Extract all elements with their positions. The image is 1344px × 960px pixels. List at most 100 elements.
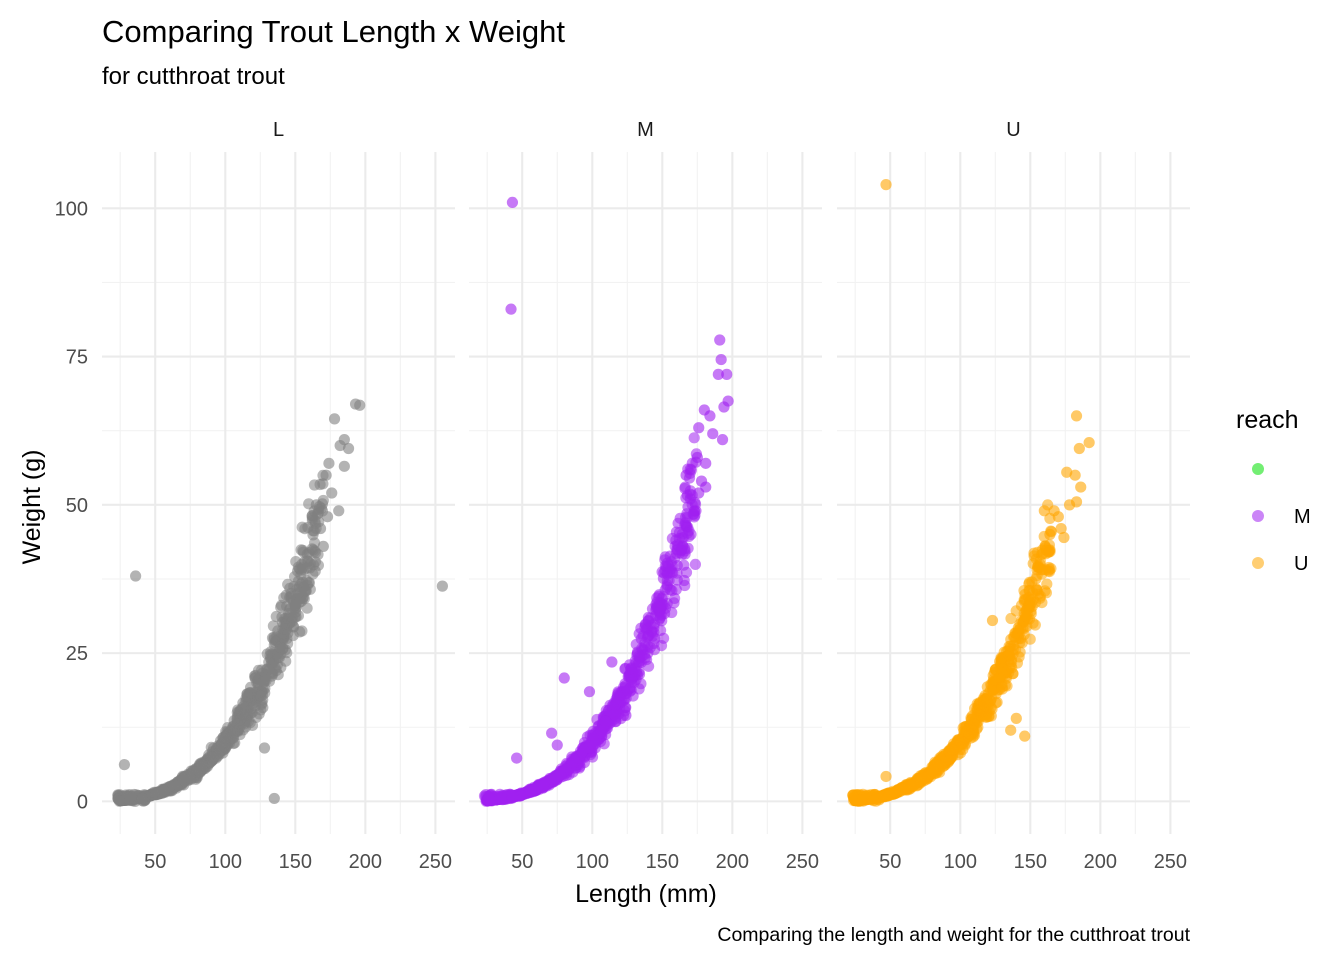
data-point [1018,585,1030,597]
data-point [1005,612,1017,625]
data-point-outlier [1073,442,1085,455]
y-tick-label: 25 [66,643,88,665]
data-point-outlier [551,739,563,751]
x-tick-label: 100 [209,851,242,873]
data-point-outlier [721,368,733,380]
facet-panel-M: M 50 100 150 200 250 [469,119,822,873]
data-point [635,622,647,634]
data-point [688,432,700,444]
facet-panel-L: L 50 100 150 200 250 [102,119,455,873]
data-point [232,718,245,730]
x-tick-label: 50 [144,851,166,873]
x-tick-label: 50 [879,851,901,873]
x-tick-label: 250 [786,851,819,873]
data-point [1012,622,1024,634]
data-point-outlier [323,457,335,469]
data-point [867,795,880,807]
x-tick-label: 250 [419,851,452,873]
data-point [207,751,219,763]
data-point-outlier [1058,531,1070,544]
data-point [240,705,252,718]
data-point [653,613,665,626]
facet-strip-label: U [1006,119,1020,141]
data-point [184,772,196,784]
data-point [300,585,312,597]
chart-caption: Comparing the length and weight for the … [717,924,1190,946]
y-axis-label: Weight (g) [18,450,46,565]
data-point-outlier [583,686,596,698]
data-point [595,724,607,736]
x-tick-label: 200 [1084,851,1117,873]
data-point [905,779,917,791]
y-tick-label: 100 [55,198,88,220]
data-point [309,537,321,549]
data-point-outlier [1055,522,1067,535]
data-point [125,790,137,802]
data-point [249,672,261,684]
data-point [551,769,564,781]
data-point [310,547,322,559]
data-point [1031,584,1043,596]
data-point [582,742,594,754]
data-point-outlier [1070,496,1083,508]
data-point-outlier [714,334,726,346]
data-point-outlier [321,511,334,523]
data-point [633,666,645,678]
data-point [282,627,294,639]
data-point-outlier [1005,724,1017,736]
data-point [308,479,321,491]
x-tick-label: 150 [646,851,679,873]
x-tick-label: 150 [279,851,312,873]
data-point-outlier [1038,505,1050,517]
data-point [290,597,302,609]
data-point [678,559,690,571]
data-point [1018,607,1030,620]
data-point-outlier [333,505,345,517]
x-tick-label: 200 [349,851,382,873]
data-point [993,671,1006,683]
data-point [148,786,160,798]
data-point-outlier [506,196,519,209]
data-point [657,591,669,603]
data-point-outlier [707,428,719,440]
data-point-outlier [320,469,332,481]
data-point [1027,558,1039,570]
data-point [669,592,681,605]
facet-points-L [112,398,448,808]
data-point [639,637,651,649]
data-point-outlier [1019,730,1031,742]
y-tick-label: 75 [66,347,88,369]
data-point [889,786,901,798]
data-point-outlier [546,727,558,739]
legend-title: reach [1236,406,1299,434]
data-point-outlier [680,469,692,481]
data-point-outlier [342,442,355,455]
data-point-outlier [314,522,327,535]
data-point-outlier [691,451,703,464]
data-point [113,795,126,807]
data-point-outlier [1044,528,1056,541]
facet-panel-U: U 50 100 150 200 250 [837,119,1190,873]
data-point [608,708,620,721]
data-point [679,482,691,495]
data-point [954,737,966,749]
data-point [661,581,673,593]
data-point [277,642,289,655]
data-point-outlier [880,179,892,191]
data-point [1019,594,1031,606]
facet-strip-label: M [637,119,654,141]
data-point-outlier [338,434,350,446]
data-point [317,478,329,490]
data-point-outlier [715,353,727,366]
chart-subtitle: for cutthroat trout [102,63,285,90]
data-point-outlier [436,580,448,592]
data-point-outlier [700,457,712,469]
data-point-outlier [268,792,280,805]
data-point [1003,650,1016,662]
data-point-outlier [693,422,705,434]
x-tick-label: 200 [716,851,749,873]
legend-label: M [1294,506,1311,528]
data-point [927,764,939,776]
data-point [301,602,313,614]
data-point-outlier [880,770,892,783]
